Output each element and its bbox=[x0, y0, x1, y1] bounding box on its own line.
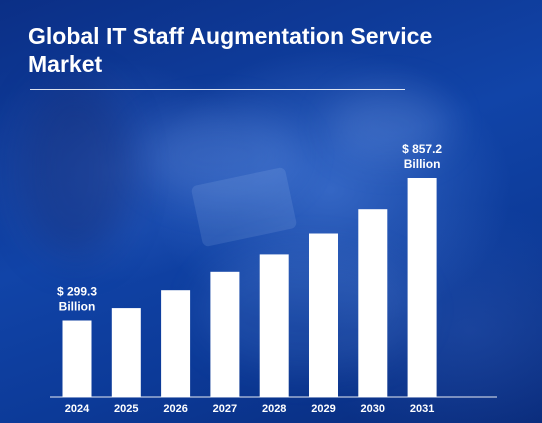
x-tick-label-2026: 2026 bbox=[163, 403, 187, 415]
data-label-2024-line-1: $ 299.3 bbox=[57, 285, 97, 299]
bar-2030 bbox=[358, 209, 388, 397]
x-tick-label-2024: 2024 bbox=[65, 403, 90, 415]
title-divider bbox=[30, 89, 405, 90]
x-tick-label-2029: 2029 bbox=[311, 403, 335, 415]
background-blur-2 bbox=[330, 90, 450, 160]
x-tick-label-2025: 2025 bbox=[114, 403, 138, 415]
bar-2029 bbox=[309, 233, 338, 397]
chart-title: Global IT Staff Augmentation Service Mar… bbox=[28, 23, 433, 77]
data-label-2031-line-1: $ 857.2 bbox=[402, 142, 442, 156]
bar-2027 bbox=[210, 271, 240, 397]
background-blur-4 bbox=[20, 80, 130, 260]
background-blur-1 bbox=[140, 110, 300, 200]
bar-2025 bbox=[111, 308, 141, 397]
x-tick-label-2030: 2030 bbox=[361, 403, 385, 415]
data-label-2024-line-2: Billion bbox=[59, 300, 96, 314]
data-label-2031-line-2: Billion bbox=[404, 157, 441, 171]
x-tick-label-2027: 2027 bbox=[213, 403, 237, 415]
bar-2031 bbox=[407, 178, 437, 397]
bar-2026 bbox=[161, 290, 191, 397]
bar-2024 bbox=[62, 320, 92, 397]
bar-2028 bbox=[259, 254, 289, 397]
x-tick-label-2028: 2028 bbox=[262, 403, 286, 415]
bars-layer bbox=[62, 178, 437, 397]
x-tick-labels: 2024 2025 2026 2027 2028 2029 2030 2031 bbox=[65, 403, 435, 415]
x-tick-label-2031: 2031 bbox=[410, 403, 434, 415]
